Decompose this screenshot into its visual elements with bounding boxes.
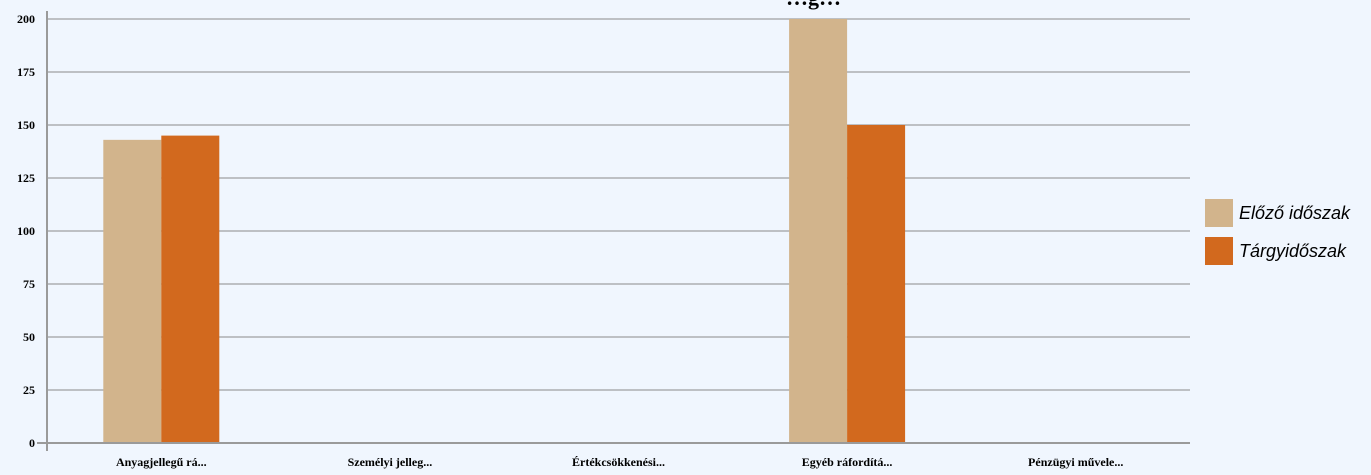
y-tick-label: 50 — [23, 330, 35, 344]
legend-label-previous: Előző időszak — [1239, 202, 1351, 223]
legend-label-current: Tárgyidőszak — [1239, 240, 1347, 261]
x-category-label: Pénzügyi művele... — [1028, 455, 1123, 469]
bar-current-3 — [847, 125, 906, 443]
bar-previous-3 — [789, 19, 848, 443]
y-tick-label: 75 — [23, 277, 35, 291]
legend: Előző időszak Tárgyidőszak — [1205, 199, 1371, 275]
y-tick-label: 25 — [23, 383, 35, 397]
legend-swatch-current — [1205, 237, 1233, 265]
y-tick-label: 175 — [17, 65, 35, 79]
y-tick-label: 0 — [29, 436, 35, 450]
legend-item-previous: Előző időszak — [1205, 199, 1371, 227]
bar-previous-0 — [103, 139, 162, 443]
legend-item-current: Tárgyidőszak — [1205, 237, 1371, 265]
y-tick-label: 125 — [17, 171, 35, 185]
x-category-label: Személyi jelleg... — [348, 455, 433, 469]
y-tick-labels: 0 25 50 75 100 125 150 175 200 — [17, 12, 35, 450]
y-tick-label: 150 — [17, 118, 35, 132]
y-tick-label: 100 — [17, 224, 35, 238]
legend-swatch-previous — [1205, 199, 1233, 227]
bar-current-0 — [161, 135, 220, 443]
chart-title: …g… — [786, 0, 841, 10]
y-tick-label: 200 — [17, 12, 35, 26]
gridlines — [47, 18, 1190, 391]
x-category-label: Értékcsökkenési... — [572, 455, 665, 469]
x-category-labels: Anyagjellegű rá... Személyi jelleg... Érté… — [116, 455, 1123, 469]
x-category-label: Egyéb ráfordítá... — [802, 455, 893, 469]
x-category-label: Anyagjellegű rá... — [116, 455, 207, 469]
axes — [37, 11, 1190, 451]
bars — [103, 19, 906, 443]
